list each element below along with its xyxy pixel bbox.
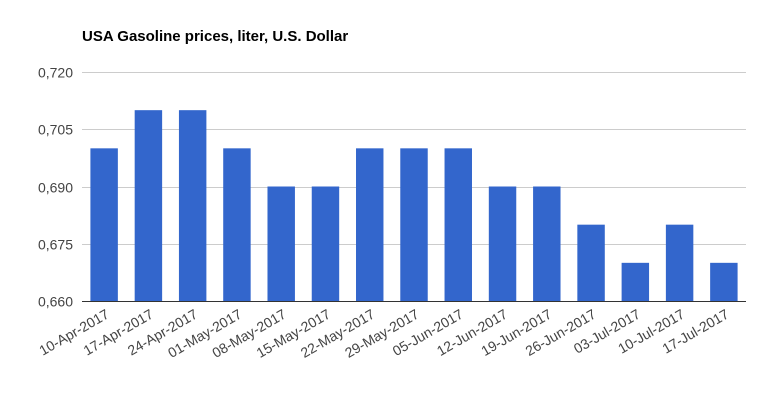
bar bbox=[577, 224, 605, 301]
bar bbox=[356, 148, 384, 301]
bar bbox=[444, 148, 472, 301]
bar bbox=[90, 148, 118, 301]
y-tick-label: 0,720 bbox=[38, 65, 73, 81]
bar bbox=[710, 262, 738, 301]
bars-layer bbox=[90, 110, 738, 301]
y-tick-label: 0,705 bbox=[38, 122, 73, 138]
bar bbox=[488, 186, 517, 301]
y-tick-label: 0,660 bbox=[38, 294, 73, 310]
bar bbox=[134, 110, 163, 301]
y-tick-label: 0,675 bbox=[38, 237, 73, 253]
bar bbox=[311, 186, 340, 301]
bar bbox=[621, 262, 650, 301]
chart-title: USA Gasoline prices, liter, U.S. Dollar bbox=[82, 28, 349, 45]
bar bbox=[665, 224, 694, 301]
bar bbox=[533, 186, 561, 301]
bar bbox=[223, 148, 251, 301]
y-tick-label: 0,690 bbox=[38, 180, 73, 196]
x-axis-ticks: 10-Apr-201717-Apr-201724-Apr-201701-May-… bbox=[36, 306, 731, 361]
bar bbox=[400, 148, 428, 301]
y-axis-ticks: 0,720 0,705 0,690 0,675 0,660 bbox=[38, 65, 73, 310]
bar bbox=[178, 110, 207, 301]
bar bbox=[267, 186, 295, 301]
